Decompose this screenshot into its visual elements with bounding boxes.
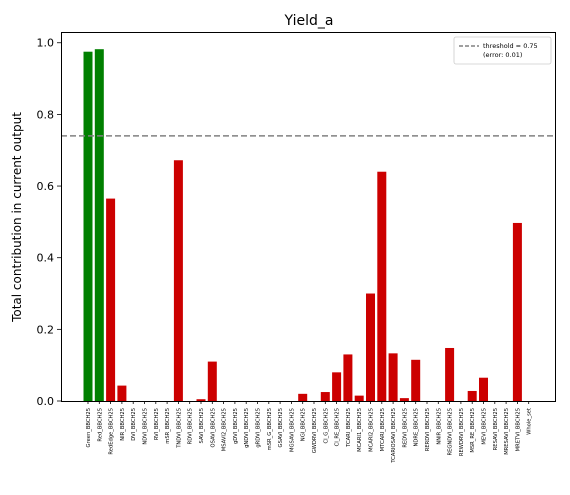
bar-rededge-bbch25 (106, 198, 116, 401)
x-tick-label: MRETVI_BBCH25 (515, 408, 521, 451)
x-tick-label: CI_RE_BBCH25 (335, 408, 341, 446)
bar-mtcari-bbch25 (377, 171, 387, 401)
x-tick-label: MEVI_BBCH25 (482, 408, 488, 445)
x-tick-label: TCARIOSAVI_BBCH25 (391, 408, 397, 464)
x-tick-label: NIR_BBCH25 (120, 408, 126, 441)
y-tick-label: 0.8 (37, 108, 55, 121)
x-tick-label: MCARI2_BBCH25 (369, 408, 375, 452)
x-tick-label: CI_G_BBCH25 (323, 408, 329, 444)
x-tick-label: MRESAVI_BBCH25 (504, 408, 510, 455)
x-axis-ticks: Green_BBCH25 Red_BBCH25 RedEdge_BBCH25 NIR_… (86, 401, 533, 464)
y-axis-label: Total contribution in current output (10, 112, 24, 323)
x-tick-label: GSAVI_BBCH25 (278, 408, 284, 447)
bar-ci-re-bbch25 (332, 372, 342, 401)
legend-threshold-label: threshold = 0.75 (483, 42, 538, 50)
x-tick-label: Red_BBCH25 (97, 408, 103, 442)
x-tick-label: TCARI_BBCH25 (346, 408, 352, 448)
bar-mcari1-bbch25 (354, 395, 364, 401)
bar-ngi-bbch25 (298, 393, 308, 401)
y-tick-label: 0.2 (37, 323, 55, 336)
x-tick-label: MCARI1_BBCH25 (357, 408, 363, 452)
legend-box (453, 36, 552, 65)
x-tick-label: NDRE_BBCH25 (414, 408, 420, 447)
x-tick-label: TNDVI_BBCH25 (176, 408, 182, 449)
bar-osavi-bbch25 (207, 361, 217, 401)
y-tick-label: 0.4 (37, 252, 55, 265)
bar-mcari2-bbch25 (366, 293, 375, 401)
x-tick-label: Whole_set (527, 408, 533, 435)
x-tick-label: RESAVI_BBCH25 (493, 408, 499, 450)
x-tick-label: mSR_BBCH25 (165, 408, 171, 444)
x-tick-label: RedEdge_BBCH25 (109, 408, 115, 455)
x-tick-label: DVI_BBCH25 (131, 408, 137, 441)
y-axis-ticks: 0.0 0.2 0.4 0.6 0.8 1.0 (37, 37, 61, 408)
bar-redvi-bbch25 (399, 398, 409, 401)
bar-green-bbch25 (83, 51, 93, 401)
bar-regndvi-bbch25 (445, 347, 455, 401)
x-tick-label: OSAVI_BBCH25 (210, 408, 216, 448)
x-tick-label: REDVI_BBCH25 (402, 408, 408, 448)
chart-title: Yield_a (284, 13, 334, 29)
legend-threshold-sublabel: (error: 0.01) (483, 51, 522, 59)
x-tick-label: SAVI_BBCH25 (199, 408, 205, 443)
x-tick-label: mSR_G_BBCH25 (267, 408, 273, 450)
bar-ndre-bbch25 (411, 359, 421, 401)
x-tick-label: NNIR_BBCH25 (436, 408, 442, 445)
bar-tcariosavi-bbch25 (388, 353, 398, 401)
x-tick-label: NDVI_BBCH25 (143, 408, 149, 445)
bar-tndvi-bbch25 (173, 160, 183, 401)
x-tick-label: RERDVI_BBCH25 (425, 408, 431, 451)
y-tick-label: 0.6 (37, 180, 55, 193)
bar-nir-bbch25 (117, 385, 127, 401)
x-tick-label: Green_BBCH25 (86, 408, 92, 447)
x-tick-label: MGSAVI_BBCH25 (289, 408, 295, 452)
bar-mevi-bbch25 (479, 377, 488, 401)
x-tick-label: gDVI_BBCH25 (233, 408, 239, 444)
x-tick-label: GWDRVI_BBCH25 (312, 408, 318, 453)
x-tick-label: REWDRVI_BBCH25 (459, 408, 465, 456)
legend: threshold = 0.75 (error: 0.01) (453, 36, 552, 65)
x-tick-label: RVI_BBCH25 (154, 408, 160, 440)
bar-mretvi-bbch25 (512, 222, 522, 401)
x-tick-label: RDVI_BBCH25 (188, 408, 194, 444)
y-tick-label: 0.0 (37, 395, 55, 408)
bar-savi-bbch25 (196, 399, 206, 401)
bar-ci-g-bbch25 (320, 392, 330, 401)
x-tick-label: REGNDVI_BBCH25 (448, 408, 454, 456)
bar-msr-re-bbch25 (467, 390, 477, 401)
plot-frame (61, 32, 556, 402)
bars-group (83, 49, 522, 401)
bar-tcari-bbch25 (343, 354, 353, 401)
x-tick-label: NGI_BBCH25 (301, 408, 307, 441)
x-tick-label: MSR_RE_BBCH25 (470, 408, 476, 453)
x-tick-label: gNDVI_BBCH25 (244, 408, 250, 448)
y-tick-label: 1.0 (37, 37, 55, 50)
x-tick-label: gRDVI_BBCH25 (256, 408, 262, 448)
x-tick-label: MTCARI_BBCH25 (380, 408, 386, 451)
x-tick-label: MSAVI2_BBCH25 (222, 408, 228, 451)
bar-red-bbch25 (94, 49, 104, 401)
